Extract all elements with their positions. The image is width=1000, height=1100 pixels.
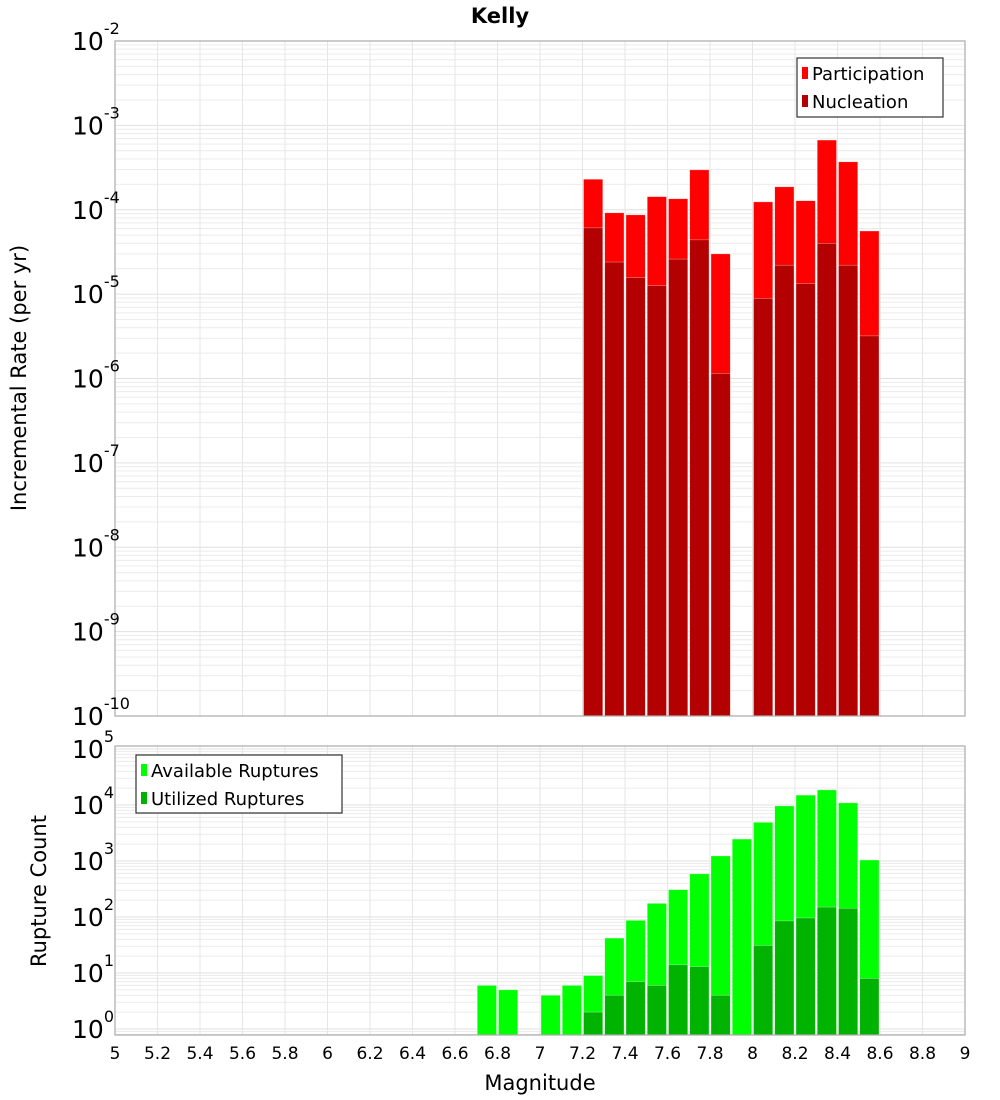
bar-utilized-ruptures [583, 1011, 604, 1036]
bar-utilized-ruptures [689, 966, 710, 1036]
bar-nucleation [816, 243, 837, 717]
x-tick-label: 7.8 [696, 1044, 723, 1064]
x-tick-label: 5.8 [271, 1044, 298, 1064]
legend-swatch [802, 67, 808, 79]
legend-swatch [141, 792, 147, 804]
x-tick-label: 8 [747, 1044, 758, 1064]
plot-panel-0: 10-2 10-3 10-4 10-5 10-6 10-7 10-8 10-9 10-10 Par… [72, 19, 966, 731]
x-tick-label: 7.4 [611, 1044, 638, 1064]
y-tick-label: 100 [72, 1007, 114, 1044]
bar-utilized-ruptures [604, 994, 625, 1036]
bar-utilized-ruptures [646, 985, 667, 1036]
x-tick-label: 8.6 [866, 1044, 893, 1064]
x-tick-label: 8.4 [824, 1044, 851, 1064]
bar-nucleation [795, 283, 816, 717]
x-tick-label: 8.8 [909, 1044, 936, 1064]
x-tick-label: 6.6 [441, 1044, 468, 1064]
legend-label: Utilized Ruptures [151, 789, 304, 810]
bar-utilized-ruptures [859, 978, 880, 1036]
y-tick-label: 101 [72, 951, 114, 988]
bar-nucleation [668, 258, 689, 717]
bar-available-ruptures [476, 985, 497, 1036]
x-tick-label: 7.2 [569, 1044, 596, 1064]
legend: Available Ruptures Utilized Ruptures [135, 754, 343, 814]
x-tick-label: 5.6 [229, 1044, 256, 1064]
plot-frame [114, 40, 966, 717]
bar-utilized-ruptures [795, 917, 816, 1036]
bar-utilized-ruptures [625, 981, 646, 1036]
x-tick-label: 7.6 [654, 1044, 681, 1064]
top-y-axis-label: Incremental Rate (per yr) [7, 245, 31, 511]
bar-utilized-ruptures [838, 907, 859, 1036]
legend-swatch [802, 95, 808, 107]
y-tick-label: 102 [72, 895, 114, 932]
bar-utilized-ruptures [710, 994, 731, 1036]
bar-nucleation [859, 335, 880, 717]
x-tick-label: 7 [535, 1044, 546, 1064]
x-tick-label: 6.4 [399, 1044, 426, 1064]
x-tick-label: 9 [960, 1044, 971, 1064]
bar-utilized-ruptures [774, 920, 795, 1036]
plot-frame [114, 745, 966, 1036]
x-tick-label: 6.2 [356, 1044, 383, 1064]
bar-nucleation [753, 298, 774, 717]
y-tick-label: 10-6 [72, 357, 120, 394]
legend-label: Nucleation [812, 92, 908, 113]
bar-nucleation [625, 277, 646, 717]
chart-title: Kelly [471, 4, 530, 28]
bottom-y-axis-label: Rupture Count [27, 815, 51, 967]
bar-available-ruptures [540, 994, 561, 1036]
x-tick-label: 6 [322, 1044, 333, 1064]
bar-nucleation [774, 264, 795, 717]
legend: Participation Nucleation [796, 57, 944, 118]
bar-available-ruptures [731, 838, 752, 1036]
x-tick-label: 5 [110, 1044, 121, 1064]
y-tick-label: 10-10 [72, 694, 130, 731]
y-tick-label: 105 [72, 727, 114, 764]
bar-nucleation [710, 373, 731, 717]
bar-nucleation [838, 264, 859, 717]
bar-utilized-ruptures [753, 945, 774, 1036]
bar-nucleation [646, 285, 667, 717]
x-tick-label: 6.8 [484, 1044, 511, 1064]
y-tick-label: 103 [72, 839, 114, 876]
y-tick-label: 104 [72, 783, 114, 820]
legend-box [135, 754, 343, 814]
legend-box [796, 57, 944, 118]
legend-label: Available Ruptures [151, 761, 319, 782]
legend-label: Participation [812, 64, 924, 85]
bar-nucleation [689, 239, 710, 717]
bar-available-ruptures [561, 985, 582, 1036]
bar-available-ruptures [498, 989, 519, 1036]
y-tick-label: 10-2 [72, 19, 120, 56]
y-tick-label: 10-3 [72, 103, 120, 140]
y-tick-label: 10-9 [72, 610, 120, 647]
y-tick-label: 10-7 [72, 441, 120, 478]
bar-nucleation [583, 227, 604, 717]
x-tick-label: 8.2 [781, 1044, 808, 1064]
bar-nucleation [604, 261, 625, 717]
bar-utilized-ruptures [668, 964, 689, 1036]
x-tick-label: 5.2 [144, 1044, 171, 1064]
y-tick-label: 10-8 [72, 525, 120, 562]
y-tick-label: 10-4 [72, 188, 120, 225]
y-tick-label: 10-5 [72, 272, 120, 309]
legend-swatch [141, 764, 147, 776]
x-tick-label: 5.4 [186, 1044, 213, 1064]
x-axis-label: Magnitude [484, 1071, 595, 1095]
bar-utilized-ruptures [816, 906, 837, 1036]
